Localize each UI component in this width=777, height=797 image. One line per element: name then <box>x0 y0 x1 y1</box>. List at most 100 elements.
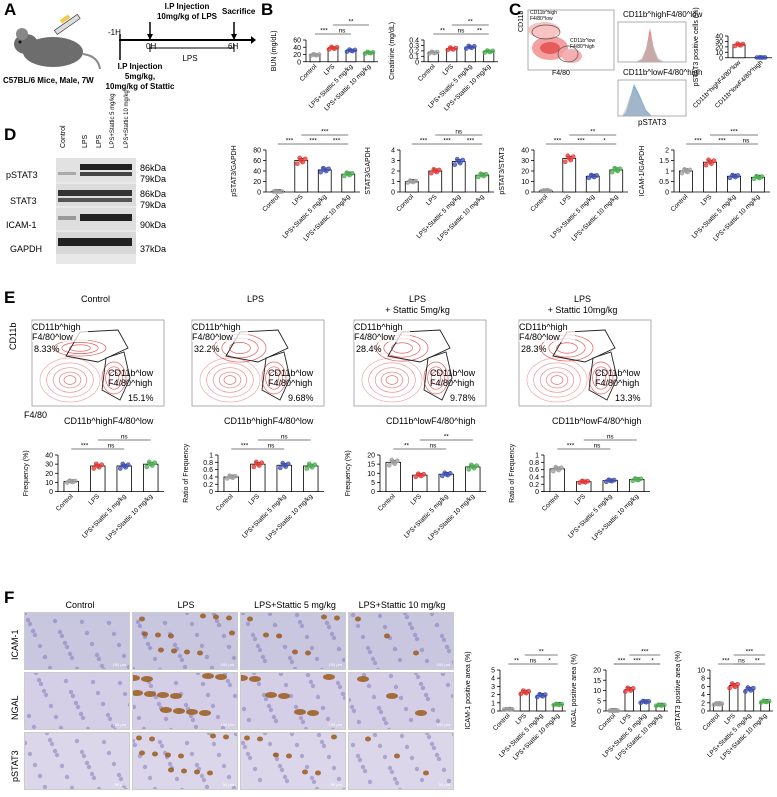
nucleus <box>329 631 335 637</box>
time-6: 6H <box>228 42 239 51</box>
data-point <box>302 156 308 162</box>
nucleus <box>37 773 43 779</box>
ihc-image-1-3: 100 μm <box>348 672 454 730</box>
data-point <box>611 477 617 483</box>
y-tick-label: 30 <box>715 39 723 46</box>
y-tick-label: 0 <box>391 190 395 197</box>
data-point <box>617 166 623 172</box>
y-tick-label: 20 <box>367 453 375 460</box>
x-tick-label: LPS <box>574 493 588 507</box>
nucleus <box>398 695 404 701</box>
nucleus <box>316 733 322 738</box>
data-point <box>630 686 636 691</box>
nucleus <box>342 787 345 789</box>
nucleus <box>278 673 284 677</box>
stain <box>168 767 174 773</box>
stain <box>229 630 235 636</box>
y-axis-label: NGAL positive area (%) <box>571 654 578 727</box>
nucleus <box>90 679 96 685</box>
nucleus <box>231 785 237 789</box>
stain <box>202 673 214 679</box>
panel-label-d: D <box>4 125 17 144</box>
data-point <box>394 458 400 464</box>
stain <box>305 650 311 656</box>
data-point <box>308 463 314 469</box>
nucleus <box>106 750 112 756</box>
nucleus <box>27 751 33 757</box>
data-point <box>679 170 685 176</box>
wb-lane-4: LPS+Stattic 5 mg/kg <box>110 93 116 148</box>
nucleus <box>85 726 91 729</box>
nucleus <box>106 620 112 626</box>
nucleus <box>194 632 200 638</box>
data-point <box>312 52 318 58</box>
y-axis-label: pSTAT3 positive area (%) <box>675 651 682 730</box>
nucleus <box>415 674 421 680</box>
data-point <box>707 159 713 165</box>
stain <box>139 616 145 622</box>
gate-high-percent: 28.4% <box>356 344 382 354</box>
stain <box>323 674 335 680</box>
data-point <box>522 689 528 695</box>
contour-line <box>539 367 575 393</box>
nucleus <box>370 656 376 662</box>
y-tick-label: 0 <box>701 709 705 716</box>
x-tick-label: LPS <box>410 493 424 507</box>
nucleus <box>54 752 60 758</box>
y-tick-label: 5 <box>491 668 495 675</box>
data-point <box>471 44 477 49</box>
contour-line <box>526 357 588 403</box>
data-point <box>456 159 462 164</box>
stain <box>142 631 148 637</box>
nucleus <box>387 727 391 729</box>
gate-low-percent: 9.68% <box>288 393 314 403</box>
nucleus <box>266 703 272 709</box>
contour-line <box>430 371 442 385</box>
sacrifice-label: Sacrifice <box>222 7 256 16</box>
contour-line <box>58 371 82 389</box>
data-point <box>554 466 560 472</box>
panel-label-b: B <box>261 0 274 19</box>
data-point <box>439 473 445 479</box>
nucleus <box>147 775 153 781</box>
sig-label: *** <box>577 138 585 145</box>
data-point <box>255 461 261 467</box>
nucleus <box>408 717 414 723</box>
nucleus <box>305 673 311 678</box>
sig-label: ** <box>444 434 450 441</box>
nucleus <box>215 714 221 720</box>
data-point <box>428 170 434 176</box>
wb-lane-3: LPS <box>96 134 103 148</box>
data-point <box>95 463 101 469</box>
nucleus <box>267 741 273 747</box>
data-point <box>475 174 481 180</box>
sig-label: *** <box>694 138 702 145</box>
data-point <box>609 169 615 175</box>
nucleus <box>350 613 356 618</box>
nucleus <box>182 664 188 669</box>
gate-high-percent: 32.2% <box>194 344 220 354</box>
nucleus <box>69 785 75 789</box>
nucleus <box>210 703 216 709</box>
nucleus <box>360 634 366 640</box>
data-point <box>727 685 732 691</box>
data-point <box>453 45 459 51</box>
nucleus <box>409 625 415 631</box>
nucleus <box>382 754 388 760</box>
flow-c-axis-x: F4/80 <box>552 70 570 77</box>
scale-bar-label: 100 μm <box>220 662 234 667</box>
nucleus <box>145 641 151 647</box>
data-point <box>611 708 617 713</box>
data-point <box>731 683 736 688</box>
y-tick-label: 1 <box>491 700 495 707</box>
nucleus <box>426 734 432 740</box>
nucleus <box>167 761 173 767</box>
sig-label: * <box>548 658 551 665</box>
wb-band-gapdh: GAPDH <box>10 244 43 254</box>
nucleus <box>320 667 324 669</box>
data-point <box>474 463 480 468</box>
wb-kda-3: 86kDa <box>140 189 167 199</box>
y-tick-label: 15 <box>367 462 375 469</box>
nucleus <box>206 733 212 736</box>
